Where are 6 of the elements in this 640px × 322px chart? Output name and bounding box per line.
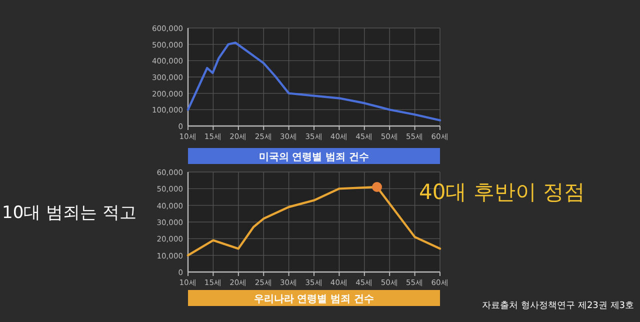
- text: 10대 범죄는 적고: [2, 203, 136, 223]
- line-series: [186, 42, 442, 122]
- text: 미국의 연령별 범죄 건수: [258, 152, 370, 163]
- annotation: 40대 후반이 정점: [419, 180, 586, 204]
- text: 자료출처 형사정책연구 제23권 제3호: [482, 301, 634, 311]
- text: 우리나라 연령별 범죄 건수: [254, 294, 374, 305]
